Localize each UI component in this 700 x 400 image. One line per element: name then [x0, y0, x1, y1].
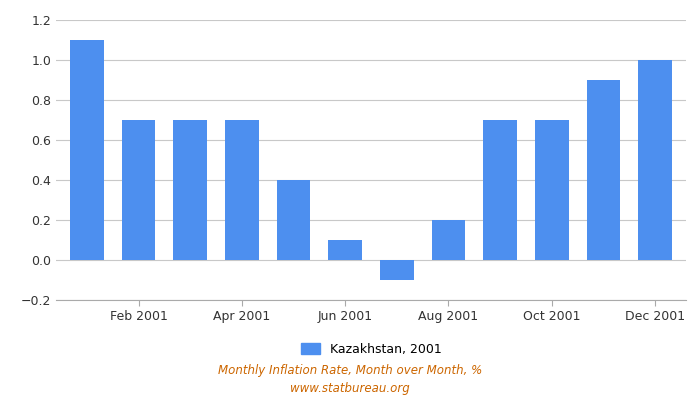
Text: www.statbureau.org: www.statbureau.org: [290, 382, 410, 395]
Bar: [174, 120, 207, 260]
Text: Monthly Inflation Rate, Month over Month, %: Monthly Inflation Rate, Month over Month…: [218, 364, 482, 377]
Bar: [483, 120, 517, 260]
Bar: [638, 60, 672, 260]
Bar: [328, 240, 362, 260]
Legend: Kazakhstan, 2001: Kazakhstan, 2001: [301, 343, 441, 356]
Bar: [380, 260, 414, 280]
Bar: [276, 180, 310, 260]
Bar: [122, 120, 155, 260]
Bar: [70, 40, 104, 260]
Bar: [225, 120, 259, 260]
Bar: [432, 220, 466, 260]
Bar: [535, 120, 568, 260]
Bar: [587, 80, 620, 260]
